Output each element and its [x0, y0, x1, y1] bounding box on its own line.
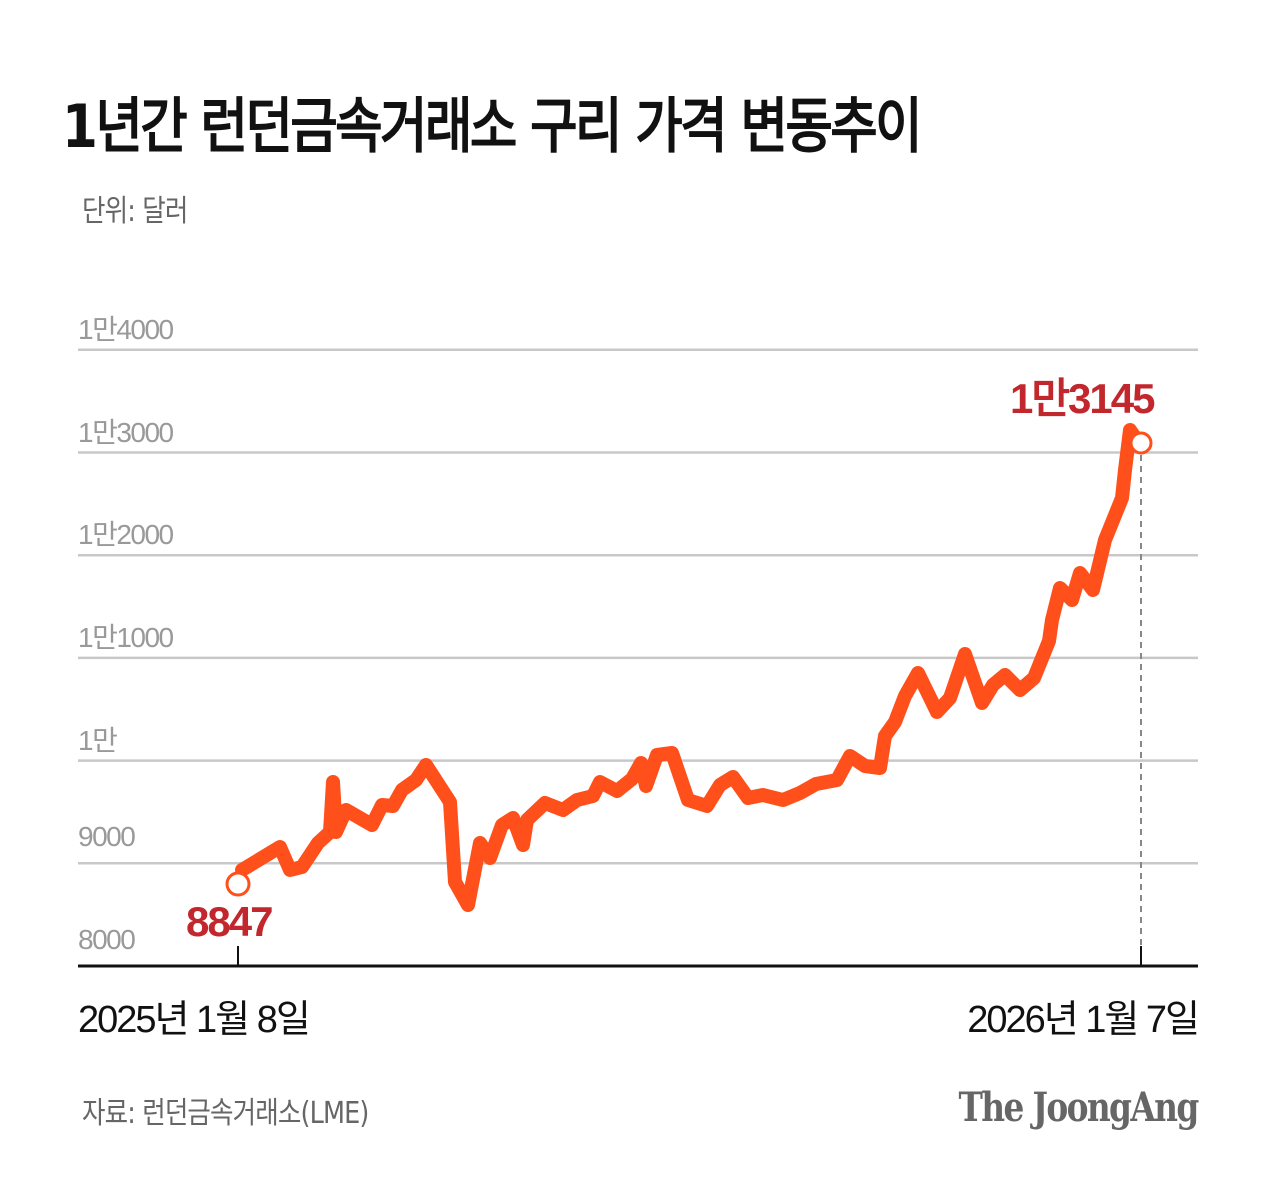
- y-tick-label: 1만2000: [78, 519, 174, 551]
- copper-price-line: [235, 423, 1144, 912]
- end-point-marker: [1129, 431, 1153, 455]
- publisher-logo: The JoongAng: [958, 1084, 1200, 1131]
- start-value-annotation: 8847: [186, 898, 273, 945]
- unit-label: 단위: 달러: [82, 194, 188, 229]
- gridlines: [78, 348, 1198, 865]
- y-tick-label: 1만4000: [78, 313, 174, 345]
- end-value-annotation: 1만3145: [1010, 375, 1155, 422]
- x-label-end-date: 2026년 1월 7일: [967, 999, 1200, 1041]
- chart-title: 1년간 런던금속거래소 구리 가격 변동추이: [62, 92, 923, 162]
- y-tick-label: 1만1000: [78, 621, 174, 653]
- y-tick-label: 1만3000: [78, 416, 174, 448]
- start-point-marker: [225, 871, 251, 897]
- y-tick-label: 9000: [78, 821, 136, 853]
- x-label-start-date: 2025년 1월 8일: [78, 999, 311, 1041]
- source-credit: 자료: 런던금속거래소(LME): [82, 1096, 369, 1131]
- y-tick-label: 1만: [78, 724, 118, 756]
- y-tick-label: 8000: [78, 924, 136, 955]
